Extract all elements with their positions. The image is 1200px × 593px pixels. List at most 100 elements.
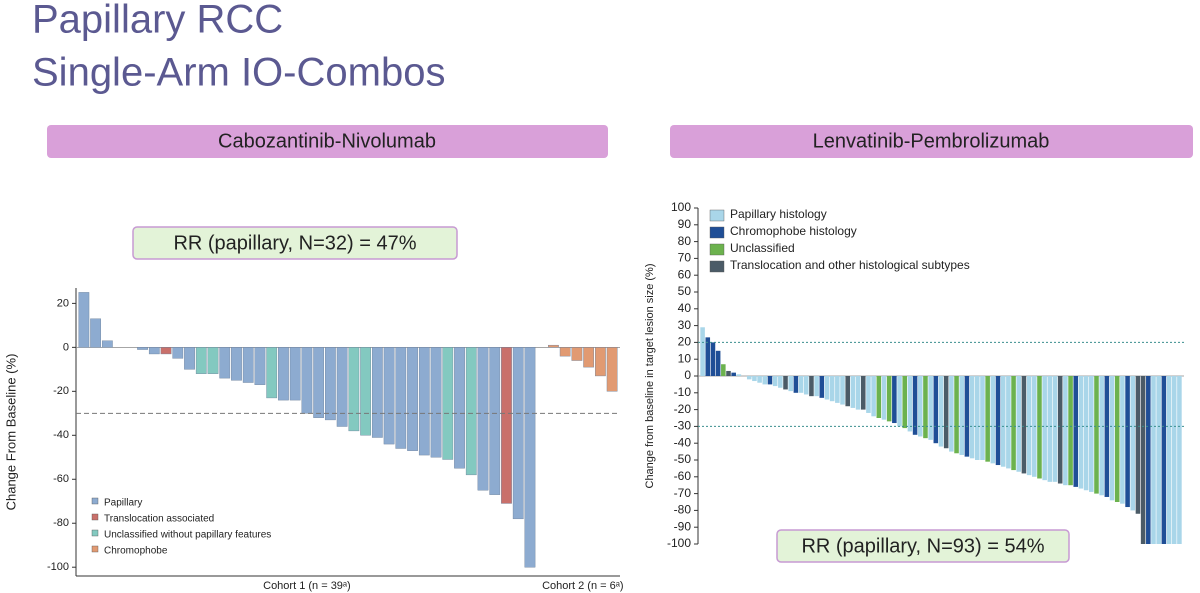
y-tick-label: 100	[671, 200, 691, 214]
legend-label: Chromophobe	[104, 546, 168, 557]
bar	[902, 376, 908, 429]
bar	[933, 376, 939, 444]
bar	[990, 376, 996, 464]
y-tick-label: -40	[53, 429, 69, 441]
bar	[746, 376, 752, 380]
legend-swatch	[709, 243, 725, 256]
bar	[383, 347, 395, 445]
bar	[1177, 376, 1182, 544]
y-tick-label: -40	[674, 435, 692, 449]
legend-label: Translocation and other histological sub…	[730, 258, 970, 272]
bar	[1099, 376, 1104, 496]
bar	[148, 347, 160, 355]
bar	[1068, 376, 1073, 486]
bar	[442, 347, 454, 460]
y-tick-label: 90	[678, 217, 692, 231]
y-tick-label: -70	[674, 486, 692, 500]
bar	[184, 347, 195, 370]
legend-label: Translocation associated	[104, 514, 214, 525]
bar	[850, 376, 856, 408]
legend-label: Unclassified without papillary features	[104, 530, 271, 541]
bar	[938, 376, 944, 447]
bar	[700, 327, 705, 376]
bar	[1000, 376, 1006, 467]
bar	[1063, 376, 1068, 486]
y-tick-label: -20	[53, 385, 69, 397]
y-tick-label: 0	[684, 368, 691, 382]
bar	[845, 376, 850, 407]
bar	[866, 376, 871, 413]
y-tick-label: 40	[678, 301, 692, 315]
y-tick-label: 70	[678, 251, 692, 265]
bar	[1151, 376, 1156, 544]
bar	[886, 376, 892, 422]
bar	[855, 376, 861, 410]
bar	[783, 376, 788, 390]
bar	[90, 318, 101, 348]
bar	[395, 347, 407, 449]
bar	[835, 376, 840, 403]
y-tick-label: 30	[678, 318, 692, 332]
bar	[767, 376, 773, 385]
bar	[897, 376, 902, 427]
bar	[78, 292, 90, 348]
y-tick-label: -30	[674, 419, 692, 433]
bar	[721, 364, 726, 376]
bar	[964, 376, 970, 457]
y-tick-label: 60	[678, 267, 692, 281]
bar	[726, 370, 731, 376]
bar	[254, 347, 266, 385]
bar	[583, 347, 595, 368]
bar	[1161, 376, 1167, 544]
bar	[1078, 376, 1084, 489]
legend-label: Chromophobe histology	[730, 224, 857, 238]
bar	[715, 350, 721, 376]
bar	[101, 340, 113, 348]
slide-title: Single-Arm IO-Combos	[32, 51, 445, 95]
bar	[809, 376, 814, 397]
bar	[336, 347, 348, 427]
bar	[1156, 376, 1161, 544]
bar	[1114, 376, 1120, 502]
bar	[430, 347, 442, 458]
bar	[803, 376, 809, 395]
bar	[736, 374, 742, 376]
y-tick-label: -80	[674, 503, 692, 517]
panel-header	[47, 125, 608, 158]
y-tick-label: -50	[674, 452, 692, 466]
panel-header	[670, 125, 1193, 158]
bar	[595, 347, 606, 377]
bar	[1109, 376, 1115, 501]
bar	[876, 376, 882, 418]
bar	[705, 337, 711, 376]
bar	[1089, 376, 1094, 492]
bar	[571, 347, 583, 361]
bar	[752, 376, 757, 382]
y-tick-label: -60	[674, 469, 692, 483]
bar	[928, 376, 933, 440]
bar	[266, 347, 278, 399]
legend-swatch	[91, 545, 99, 553]
bar	[371, 347, 383, 438]
legend-swatch	[91, 513, 99, 521]
bar	[954, 376, 959, 454]
bar	[788, 376, 793, 392]
bar	[840, 376, 845, 405]
x-group-label: Cohort 2 (n = 6ᵃ)	[542, 580, 623, 592]
bar	[778, 376, 783, 388]
bar	[1021, 376, 1027, 474]
bar	[407, 347, 418, 451]
bar	[1146, 376, 1151, 544]
bar	[207, 347, 219, 374]
bar	[892, 376, 897, 424]
bar	[418, 347, 430, 456]
legend-swatch	[91, 497, 99, 505]
bar	[1006, 376, 1011, 469]
y-axis-label: Change from baseline in target lesion si…	[644, 263, 656, 488]
bar	[793, 376, 799, 393]
bar	[917, 376, 923, 437]
bar	[301, 347, 313, 414]
annotation-box	[132, 226, 458, 260]
bar	[985, 376, 990, 462]
